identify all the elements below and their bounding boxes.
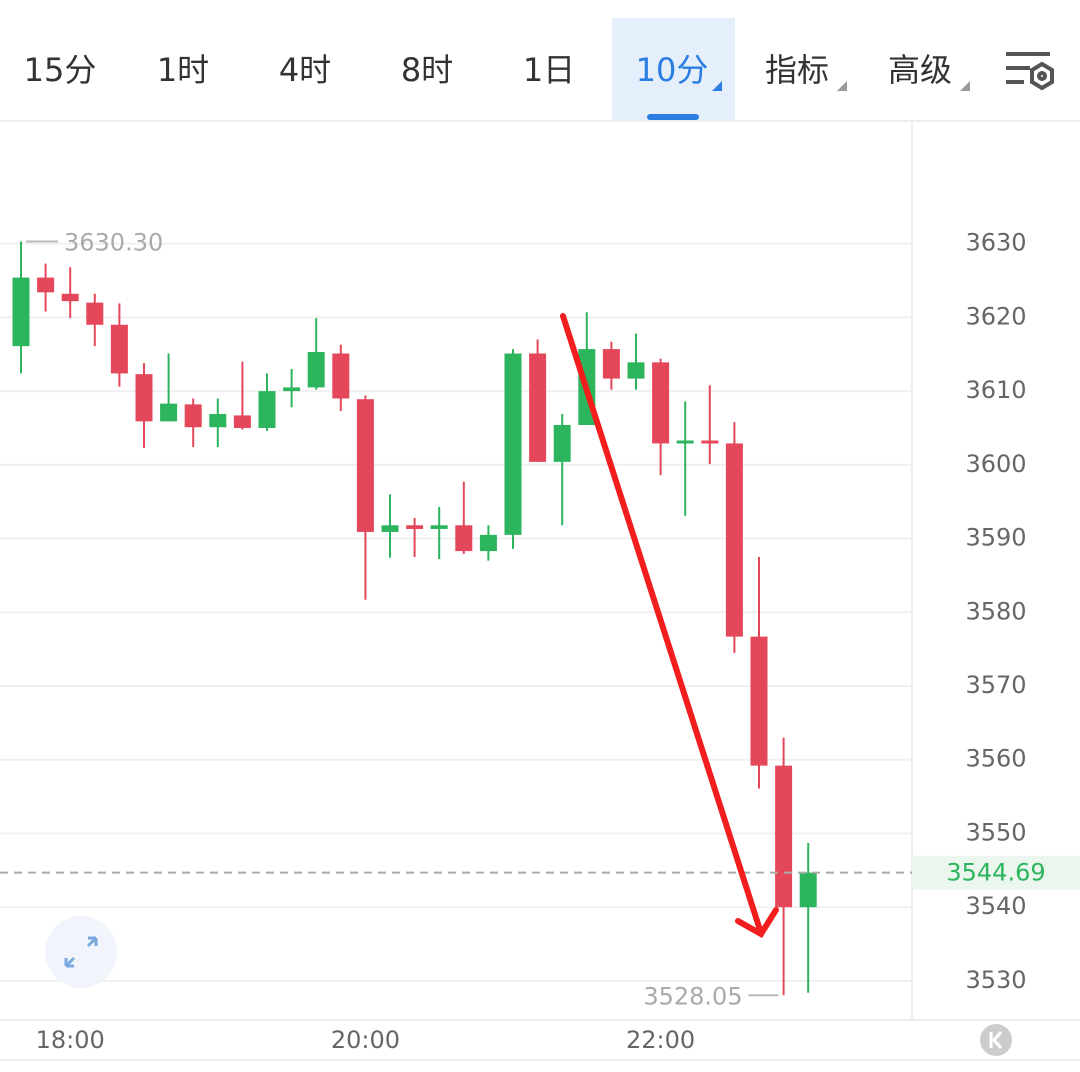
active-tab-bg: [612, 18, 735, 121]
candle-body: [701, 440, 719, 444]
y-tick-label: 3610: [965, 376, 1026, 404]
candle-body: [799, 872, 817, 908]
candle-body: [725, 443, 743, 637]
candle-body: [356, 399, 374, 532]
candle-body: [430, 525, 448, 529]
candle-body: [381, 525, 399, 532]
candle-body: [61, 293, 79, 302]
tab[interactable]: 1日: [523, 51, 575, 89]
dropdown-indicator: [712, 81, 722, 91]
candle-body: [184, 404, 202, 428]
scroll-end-button[interactable]: [980, 1024, 1012, 1056]
candle-body: [209, 413, 227, 428]
y-tick-label: 3600: [965, 450, 1026, 478]
y-tick-label: 3540: [965, 892, 1026, 920]
candle-body: [775, 765, 793, 908]
candle-body: [676, 440, 694, 444]
low-marker-label: 3528.05: [643, 982, 742, 1010]
x-tick-label: 18:00: [36, 1026, 105, 1054]
y-tick-label: 3590: [965, 524, 1026, 552]
tab[interactable]: 指标: [765, 51, 829, 89]
candle-body: [652, 362, 670, 444]
candle-body: [479, 534, 497, 552]
y-tick-label: 3630: [965, 229, 1026, 257]
tab[interactable]: 4时: [279, 51, 331, 89]
candle-body: [258, 391, 276, 428]
tab[interactable]: 10分: [636, 51, 709, 89]
candle-body: [37, 277, 55, 293]
y-tick-label: 3530: [965, 966, 1026, 994]
candle-body: [110, 324, 128, 374]
tab[interactable]: 8时: [401, 51, 453, 89]
expand-icon: [64, 936, 98, 968]
candle-body: [504, 353, 522, 535]
candle-body: [307, 352, 325, 388]
candle-body: [455, 525, 473, 552]
candle-body: [553, 425, 571, 462]
candle-body: [406, 525, 424, 529]
candle-body: [12, 277, 30, 347]
candle-body: [602, 349, 620, 379]
annotation-arrow: [560, 313, 779, 939]
candle-body: [332, 353, 350, 399]
tab[interactable]: 高级: [888, 51, 952, 89]
chart: 3530 3540 3550 3560 3570 3580 3590 3600 3610 3620…: [0, 228, 1080, 1054]
last-price-box: [913, 855, 1080, 890]
active-tab-indicator: [647, 114, 699, 120]
y-tick-label: 3560: [965, 745, 1026, 773]
candle-body: [627, 362, 645, 379]
tab[interactable]: 15分: [24, 51, 97, 89]
y-tick-label: 3550: [965, 818, 1026, 846]
candle-body: [750, 636, 768, 766]
candle-body: [86, 302, 104, 325]
dropdown-indicator: [960, 81, 970, 91]
scroll-end-icon: [989, 1031, 1003, 1049]
x-tick-label: 20:00: [331, 1026, 400, 1054]
last-price-label: 3544.69: [946, 859, 1045, 887]
dropdown-indicator: [837, 81, 847, 91]
tab[interactable]: 1时: [157, 51, 209, 89]
settings-icon[interactable]: [1006, 52, 1054, 91]
candle-body: [529, 353, 547, 462]
x-tick-label: 22:00: [626, 1026, 695, 1054]
candle-body: [135, 374, 153, 422]
y-tick-label: 3580: [965, 597, 1026, 625]
candle-body: [233, 415, 251, 428]
high-marker-label: 3630.30: [64, 228, 163, 256]
y-tick-label: 3570: [965, 671, 1026, 699]
candle-body: [160, 403, 178, 422]
y-tick-label: 3620: [965, 302, 1026, 330]
candle-body: [283, 387, 301, 392]
expand-button[interactable]: [45, 916, 117, 988]
